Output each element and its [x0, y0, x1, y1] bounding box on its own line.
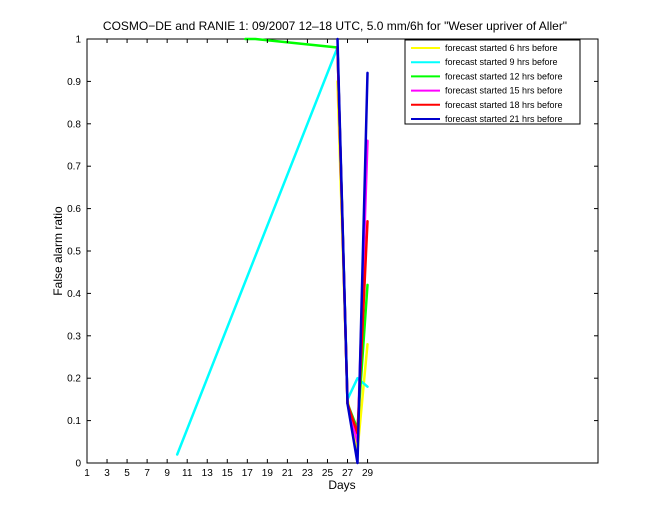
legend-label: forecast started 12 hrs before: [445, 71, 563, 81]
x-axis-ticks: 1 3 5 7 9 11 13 15 17 19 21 23 25 27 29: [84, 39, 374, 479]
y-tick-label: 0.7: [67, 162, 81, 173]
y-tick-label: 0.6: [67, 204, 81, 215]
y-tick-label: 0.1: [67, 416, 81, 427]
y-tick-label: 1: [75, 35, 81, 46]
x-tick-label: 23: [302, 468, 314, 479]
y-tick-label: 0: [75, 459, 81, 470]
y-tick-label: 0.4: [67, 289, 81, 300]
x-tick-label: 25: [322, 468, 334, 479]
x-tick-label: 27: [342, 468, 354, 479]
y-tick-label: 0.2: [67, 374, 81, 385]
plot-area: 1 3 5 7 9 11 13 15 17 19 21 23 25 27 29 00.10.20.30.40…: [67, 35, 599, 479]
y-axis-ticks: 0 0.1 0.2 0.3 0.4 0.5 0.6 0.7 0.8 0.9 1: [67, 35, 598, 470]
legend-label: forecast started 15 hrs before: [445, 86, 563, 96]
legend-label: forecast started 21 hrs before: [445, 114, 563, 124]
x-tick-label: 11: [182, 468, 193, 479]
x-tick-label: 9: [164, 468, 170, 479]
x-tick-label: 5: [124, 468, 130, 479]
y-tick-label: 0.5: [67, 247, 81, 258]
legend: forecast started 6 hrs before forecast st…: [404, 39, 581, 125]
x-tick-label: 7: [144, 468, 150, 479]
x-tick-label: 3: [104, 468, 110, 479]
legend-box: [404, 39, 581, 125]
x-tick-label: 17: [242, 468, 254, 479]
x-axis-label: Days: [328, 478, 355, 492]
y-tick-label: 0.8: [67, 119, 81, 130]
series-line-5: [336, 37, 369, 465]
legend-label: forecast started 9 hrs before: [445, 57, 558, 67]
x-tick-label: 21: [282, 468, 294, 479]
x-tick-label: 15: [222, 468, 234, 479]
x-tick-label: 13: [202, 468, 214, 479]
legend-label: forecast started 18 hrs before: [445, 100, 563, 110]
x-tick-label: 19: [262, 468, 274, 479]
x-tick-label: 1: [84, 468, 90, 479]
chart-title: COSMO−DE and RANIE 1: 09/2007 12–18 UTC,…: [103, 19, 567, 33]
y-tick-label: 0.3: [67, 331, 81, 342]
y-axis-label: False alarm ratio: [51, 206, 65, 296]
legend-label: forecast started 6 hrs before: [445, 43, 558, 53]
x-tick-label: 29: [362, 468, 374, 479]
legend-entries: forecast started 6 hrs before forecast st…: [411, 43, 563, 124]
series-layer: [175, 37, 369, 465]
y-tick-label: 0.9: [67, 77, 81, 88]
